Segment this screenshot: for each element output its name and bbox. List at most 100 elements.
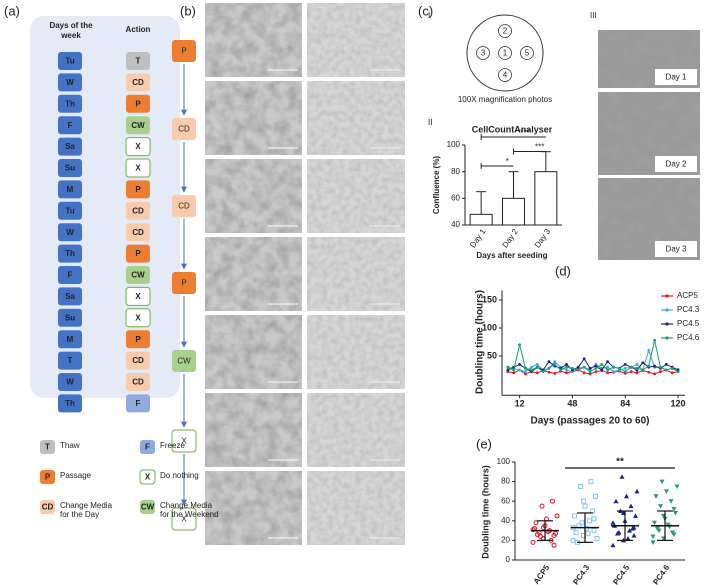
action-label: CW xyxy=(131,271,145,280)
part-label: II xyxy=(428,118,432,127)
x-tick-label: 120 xyxy=(671,399,686,409)
y-tick-label: 150 xyxy=(482,294,497,304)
data-point xyxy=(529,365,533,369)
step-box xyxy=(172,195,196,217)
photo-tag xyxy=(655,156,697,172)
data-point xyxy=(647,364,651,368)
data-point xyxy=(633,513,638,518)
data-point xyxy=(582,357,586,361)
step-box xyxy=(171,507,197,531)
photo-tag xyxy=(655,69,697,85)
action-box xyxy=(126,244,150,263)
data-point xyxy=(635,371,639,375)
action-label: CW xyxy=(131,121,145,130)
action-box xyxy=(125,286,151,306)
data-point xyxy=(588,479,594,485)
data-point xyxy=(518,343,522,347)
day-label: Tu xyxy=(65,57,74,66)
day-box xyxy=(58,330,82,349)
data-point xyxy=(647,349,651,352)
data-point xyxy=(518,368,522,372)
day-box xyxy=(58,52,82,70)
day-label: Th xyxy=(65,99,75,108)
step-label: CD xyxy=(178,202,190,211)
micrograph-texture xyxy=(205,237,302,311)
data-point xyxy=(587,518,592,524)
well-label: 2 xyxy=(503,27,508,36)
data-point xyxy=(647,370,651,374)
data-point xyxy=(606,365,610,369)
action-label: P xyxy=(135,249,141,258)
data-point xyxy=(650,540,656,545)
day-box xyxy=(58,266,82,284)
y-tick-label: 100 xyxy=(482,322,497,332)
x-tick-label: Day 2 xyxy=(501,227,521,250)
data-point xyxy=(670,371,674,375)
step-label: CW xyxy=(177,357,191,366)
bar xyxy=(469,213,493,226)
well xyxy=(476,46,490,60)
x-tick-label: PC4.6 xyxy=(651,563,671,585)
micrograph-texture xyxy=(307,81,405,155)
data-point xyxy=(541,370,545,374)
panel-label: (a) xyxy=(4,3,20,18)
action-box xyxy=(126,394,150,413)
data-point xyxy=(634,488,640,494)
data-point xyxy=(578,484,583,489)
legend-text: Change Media for the Weekend xyxy=(160,501,219,519)
action-box xyxy=(126,201,150,220)
legend-box xyxy=(40,470,55,484)
micrograph-texture xyxy=(307,159,405,233)
data-point xyxy=(582,371,586,375)
data-point xyxy=(518,363,522,366)
data-point xyxy=(565,365,568,369)
data-point xyxy=(659,365,662,369)
micrograph-texture xyxy=(307,3,405,77)
action-label: CD xyxy=(132,228,144,237)
data-point xyxy=(659,370,662,374)
part-label: I xyxy=(428,11,430,20)
data-point xyxy=(571,366,574,370)
legend-box xyxy=(139,469,156,485)
data-point xyxy=(641,361,645,365)
data-point xyxy=(623,366,627,370)
data-point xyxy=(594,364,598,368)
day-label: M xyxy=(67,335,74,344)
action-label: X xyxy=(135,142,141,151)
x-tick-label: ACP5 xyxy=(532,563,552,585)
legend-code: X xyxy=(145,473,151,482)
data-point xyxy=(629,365,633,369)
well-label: 3 xyxy=(481,49,486,58)
day-box xyxy=(58,159,82,177)
action-label: CD xyxy=(132,356,144,365)
data-point xyxy=(576,368,580,372)
well-label: 1 xyxy=(503,49,508,58)
x-axis-label: Days after seeding xyxy=(476,251,547,260)
chart-title: CellCountAnalyser xyxy=(472,124,553,134)
action-box xyxy=(125,137,151,157)
data-point xyxy=(545,529,551,535)
data-point xyxy=(617,366,621,370)
micrograph-texture xyxy=(205,393,302,467)
data-point xyxy=(664,368,668,372)
day-label: W xyxy=(66,378,74,387)
micrograph-texture xyxy=(307,315,405,389)
step-box xyxy=(171,429,197,453)
x-tick-label: PC4.3 xyxy=(571,563,591,585)
day-box xyxy=(58,180,82,199)
y-axis-label: Doubling time (hours) xyxy=(475,290,486,394)
data-point xyxy=(530,539,536,545)
data-point xyxy=(535,365,539,369)
data-point xyxy=(512,371,516,375)
data-point xyxy=(623,363,627,366)
part-label: III xyxy=(590,11,597,20)
legend-code: F xyxy=(145,443,150,452)
data-point xyxy=(553,360,557,363)
legend-label: PC4.5 xyxy=(677,319,700,328)
data-point xyxy=(535,371,539,375)
significance-label: *** xyxy=(535,143,544,152)
data-point xyxy=(533,520,539,526)
data-point xyxy=(547,370,551,374)
day-label: W xyxy=(66,78,74,87)
legend-code: T xyxy=(45,443,50,452)
